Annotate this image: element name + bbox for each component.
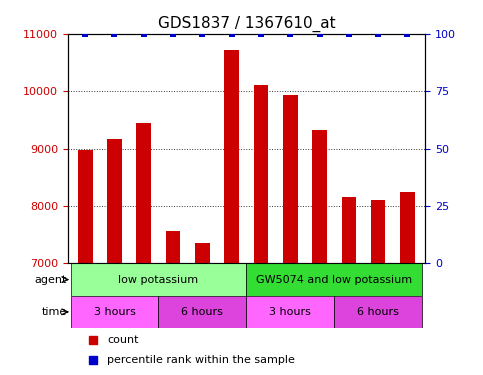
- Bar: [78, 150, 93, 263]
- Text: agent: agent: [35, 274, 67, 285]
- Point: [316, 31, 324, 37]
- Text: 6 hours: 6 hours: [182, 307, 223, 317]
- Bar: [312, 130, 327, 263]
- Bar: [137, 123, 151, 263]
- Point: [286, 31, 294, 37]
- FancyBboxPatch shape: [71, 296, 158, 328]
- Bar: [400, 192, 415, 263]
- Point: [199, 31, 206, 37]
- Point: [404, 31, 412, 37]
- FancyBboxPatch shape: [71, 263, 246, 296]
- Bar: [225, 50, 239, 263]
- Bar: [341, 197, 356, 263]
- FancyBboxPatch shape: [246, 296, 334, 328]
- Text: 3 hours: 3 hours: [270, 307, 311, 317]
- Title: GDS1837 / 1367610_at: GDS1837 / 1367610_at: [157, 16, 335, 32]
- Point: [228, 31, 236, 37]
- Bar: [195, 243, 210, 263]
- Point: [257, 31, 265, 37]
- Point: [111, 31, 118, 37]
- Point: [140, 31, 148, 37]
- Text: percentile rank within the sample: percentile rank within the sample: [107, 355, 295, 364]
- Text: 3 hours: 3 hours: [94, 307, 135, 317]
- Bar: [166, 231, 181, 263]
- Bar: [107, 139, 122, 263]
- FancyBboxPatch shape: [246, 263, 422, 296]
- Text: GW5074 and low potassium: GW5074 and low potassium: [256, 274, 412, 285]
- Point: [81, 31, 89, 37]
- Point: [345, 31, 353, 37]
- Bar: [283, 94, 298, 263]
- Bar: [254, 85, 268, 263]
- Text: count: count: [107, 335, 139, 345]
- Text: 6 hours: 6 hours: [357, 307, 399, 317]
- Text: time: time: [42, 307, 67, 317]
- Point: [169, 31, 177, 37]
- FancyBboxPatch shape: [158, 296, 246, 328]
- FancyBboxPatch shape: [334, 296, 422, 328]
- Point: [374, 31, 382, 37]
- Bar: [371, 200, 385, 263]
- Text: low potassium: low potassium: [118, 274, 199, 285]
